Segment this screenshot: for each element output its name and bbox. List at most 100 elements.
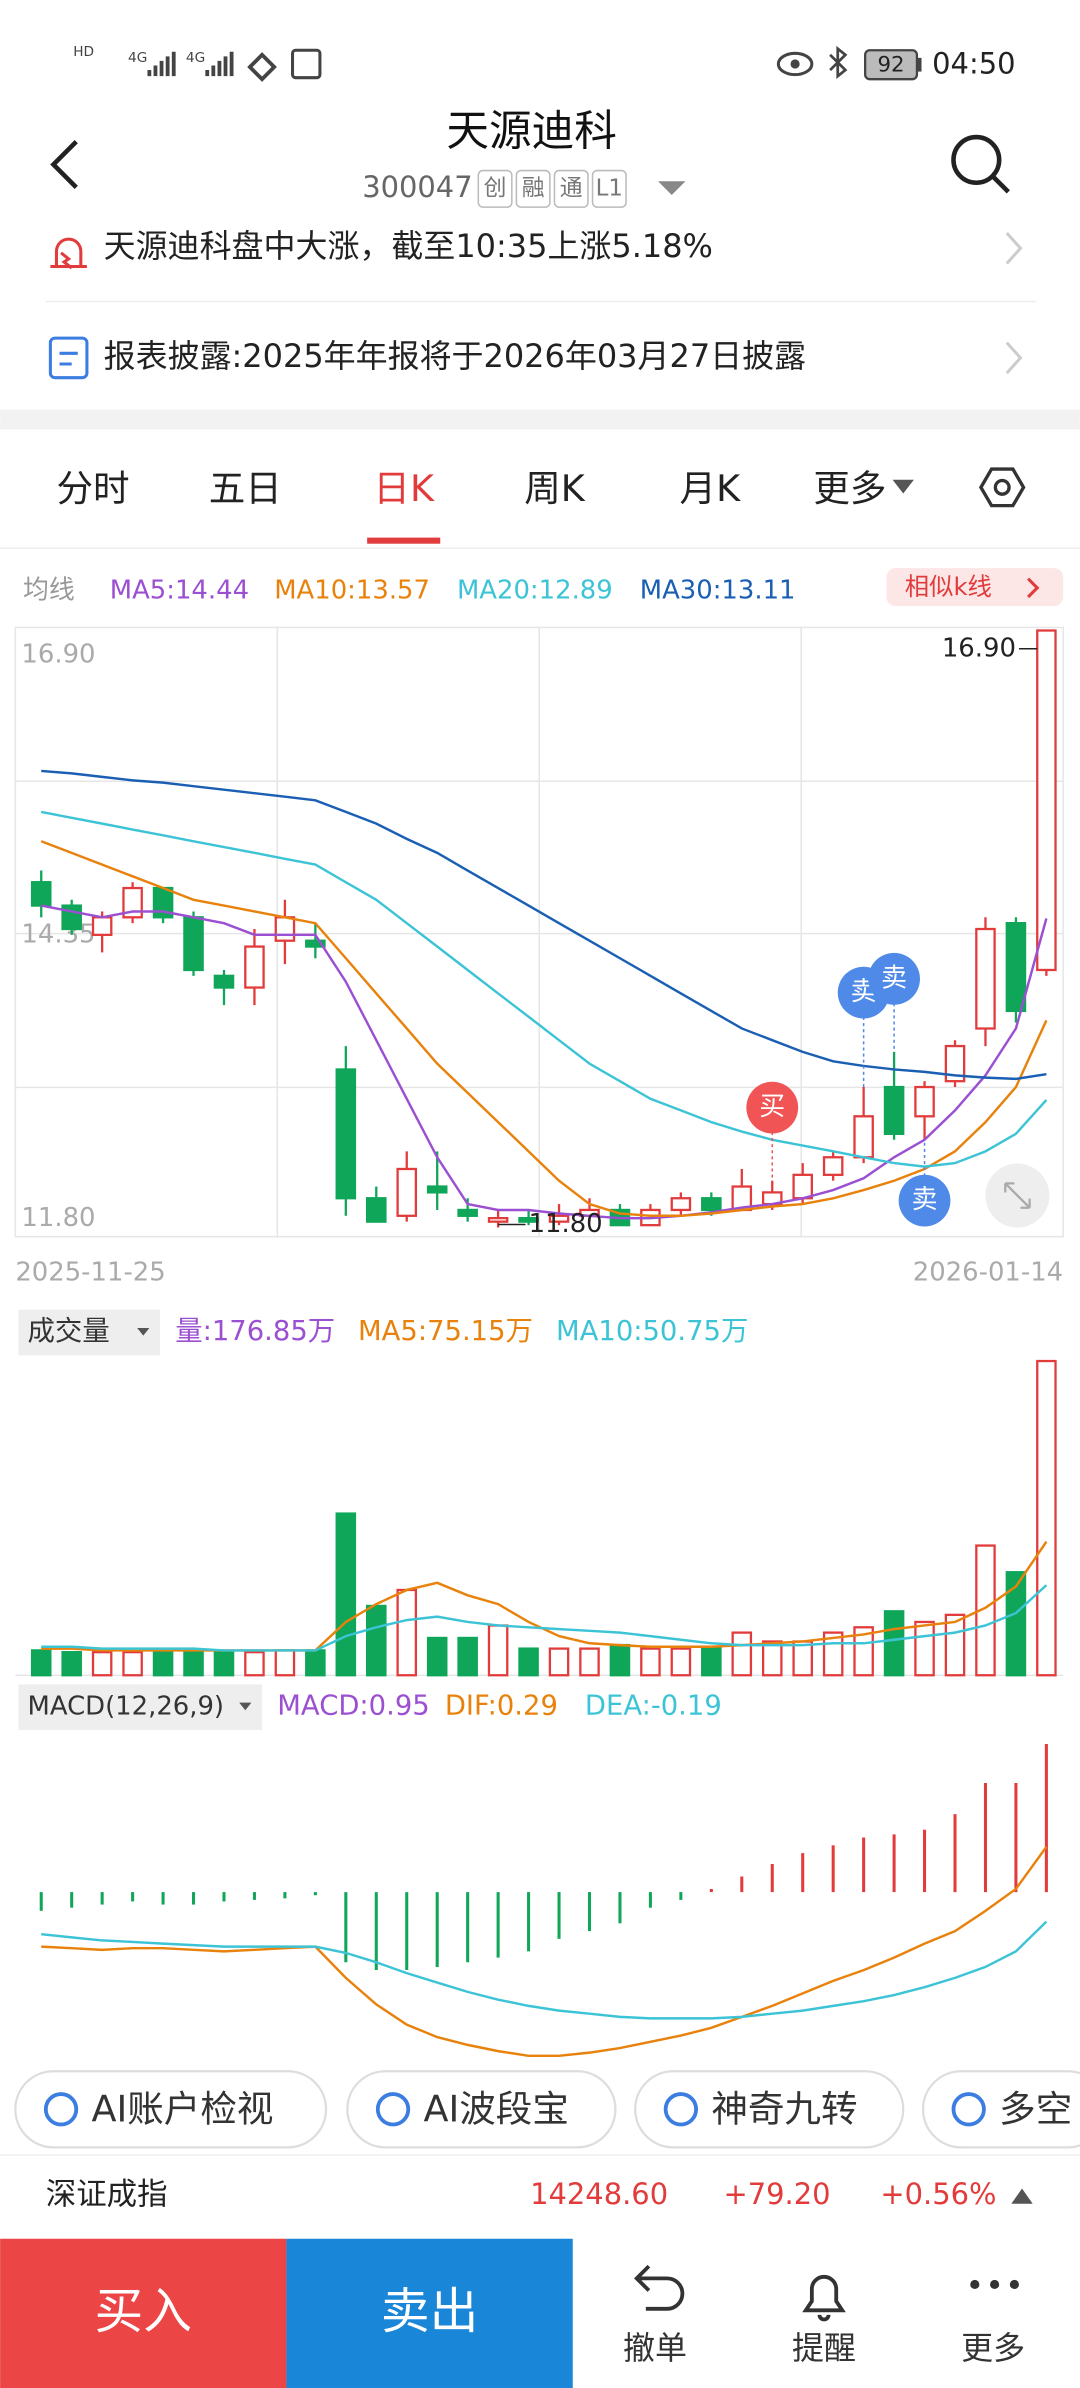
tool-chip[interactable]	[921, 2070, 1080, 2149]
battery-level: 92	[877, 52, 904, 77]
tab[interactable]: 日K	[373, 467, 435, 510]
tag-box	[515, 169, 551, 208]
action-buttons: 撤单 提醒 更多	[623, 2329, 1025, 2367]
panel-title[interactable]: MACD(12,26,9)	[28, 1692, 225, 1722]
ma-line	[40, 840, 1048, 1217]
volume-bar	[426, 1636, 448, 1677]
buy-button[interactable]	[0, 2238, 287, 2388]
back-button[interactable]	[50, 140, 78, 189]
search-button[interactable]	[951, 134, 1002, 186]
ma-line	[41, 769, 1047, 1081]
legend-item: MA20:12.89	[457, 575, 613, 605]
candle-body	[305, 939, 326, 948]
signal-marker[interactable]	[868, 952, 920, 1005]
signal-marker[interactable]	[898, 1174, 951, 1227]
tab[interactable]: 分时	[56, 467, 129, 510]
volume-bar	[609, 1643, 631, 1677]
sell-button[interactable]	[286, 2238, 573, 2388]
bluetooth-icon	[829, 45, 848, 79]
volume-bar	[944, 1613, 966, 1677]
signal-marker[interactable]	[746, 1081, 799, 1134]
volume-selector[interactable]	[18, 1309, 161, 1356]
volume-bar	[122, 1651, 143, 1677]
index-value: 14248.60	[530, 2177, 668, 2211]
settings-center	[993, 478, 1011, 496]
notice[interactable]: 天源迪科盘中大涨，截至10:35上涨5.18%	[104, 227, 713, 265]
candle-body	[183, 916, 204, 972]
tool-chip[interactable]	[346, 2070, 617, 2149]
volume-bar	[152, 1649, 174, 1677]
tool-chip[interactable]	[634, 2070, 905, 2149]
bell-icon	[802, 2274, 846, 2322]
volume-bar	[548, 1647, 570, 1677]
legend-item: MA10:50.75万	[556, 1316, 748, 1347]
candle-body	[883, 1085, 905, 1136]
volume-bar	[883, 1610, 905, 1677]
eye-icon	[776, 51, 814, 77]
tool-icon	[663, 2092, 699, 2127]
chevron	[1027, 577, 1040, 599]
volume-bar	[335, 1512, 357, 1677]
status-4g: 4G	[186, 50, 205, 66]
tab[interactable]: 更多	[813, 467, 886, 510]
tab[interactable]: 月K	[680, 467, 742, 510]
legend-item: 量:176.85万	[175, 1316, 335, 1347]
tab[interactable]: 周K	[524, 467, 586, 510]
settings-button[interactable]	[978, 467, 1026, 508]
index-percent: +0.56%	[880, 2177, 996, 2211]
candle-body	[944, 1044, 966, 1083]
candle-body	[457, 1208, 478, 1217]
chevron	[1005, 231, 1023, 265]
tool-chip[interactable]	[14, 2070, 328, 2149]
candle-body	[335, 1068, 357, 1200]
action-label[interactable]: 撤单	[623, 2329, 687, 2367]
action-label[interactable]: 提醒	[792, 2329, 856, 2367]
section-gap	[0, 409, 1080, 430]
notice[interactable]: 报表披露:2025年年报将于2026年03月27日披露	[104, 337, 806, 375]
volume-bar	[305, 1649, 326, 1677]
tab[interactable]: 五日	[209, 467, 282, 510]
volume-bar	[640, 1647, 661, 1677]
volume-bar	[701, 1647, 722, 1677]
dot	[970, 2279, 980, 2290]
candle-body	[914, 1085, 935, 1118]
signal-label: 买	[759, 1092, 785, 1122]
similar-k-label: 相似k线	[905, 572, 992, 601]
action-label[interactable]: 更多	[961, 2329, 1025, 2367]
dropdown-arrow[interactable]	[658, 181, 686, 195]
candle-body	[670, 1197, 692, 1212]
legend-item: MA10:13.57	[274, 575, 430, 605]
y-tick-label: 14.35	[21, 920, 95, 950]
dot	[990, 2279, 1000, 2290]
macd-selector[interactable]	[18, 1684, 263, 1731]
wifi-icon	[247, 52, 277, 82]
panel-title[interactable]: 成交量	[28, 1316, 110, 1347]
stock-name: 天源迪科	[446, 107, 617, 157]
volume-bar	[91, 1651, 113, 1677]
volume-bar	[244, 1651, 265, 1677]
status-hd: HD	[73, 44, 94, 60]
similar-k-button[interactable]	[886, 568, 1064, 607]
tool-label: 多空	[999, 2087, 1072, 2130]
signal-label: 卖	[881, 963, 907, 993]
tool-label: AI波段宝	[423, 2087, 568, 2130]
volume-bar	[670, 1647, 692, 1677]
dot	[1009, 2279, 1019, 2290]
tool-icon	[375, 2092, 411, 2127]
image-icon	[290, 48, 322, 80]
volume-bar	[61, 1651, 82, 1677]
signal-label: 卖	[912, 1185, 938, 1215]
status-bar: HD 4G 4G 92 04:50	[73, 44, 1016, 82]
expand-arrow[interactable]	[1011, 2188, 1033, 2204]
chevron	[1005, 341, 1023, 375]
tool-label: AI账户检视	[91, 2087, 273, 2130]
volume-bar	[213, 1651, 235, 1677]
eye-pupil	[790, 59, 800, 69]
tag-box	[591, 169, 627, 208]
sell-label: 卖出	[381, 2284, 478, 2340]
ma-line	[40, 904, 1048, 1220]
candle-body	[822, 1156, 844, 1176]
candle-body	[518, 1216, 539, 1223]
candle-body	[122, 886, 143, 919]
